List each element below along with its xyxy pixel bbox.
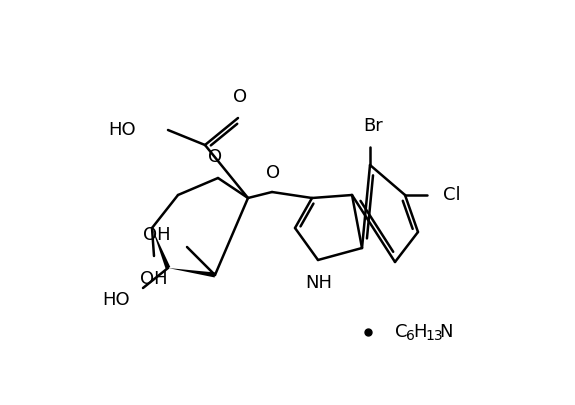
Text: OH: OH xyxy=(140,270,168,288)
Text: NH: NH xyxy=(305,274,332,292)
Text: Br: Br xyxy=(363,117,383,135)
Text: HO: HO xyxy=(102,291,130,309)
Text: O: O xyxy=(208,148,222,166)
Text: Cl: Cl xyxy=(443,186,461,204)
Text: O: O xyxy=(266,164,280,182)
Text: HO: HO xyxy=(108,121,136,139)
Text: N: N xyxy=(439,323,453,341)
Polygon shape xyxy=(152,228,170,269)
Text: 6: 6 xyxy=(406,329,415,343)
Text: 13: 13 xyxy=(425,329,443,343)
Polygon shape xyxy=(168,268,216,277)
Text: C: C xyxy=(395,323,408,341)
Text: H: H xyxy=(413,323,427,341)
Text: O: O xyxy=(233,88,247,106)
Text: OH: OH xyxy=(143,226,171,244)
